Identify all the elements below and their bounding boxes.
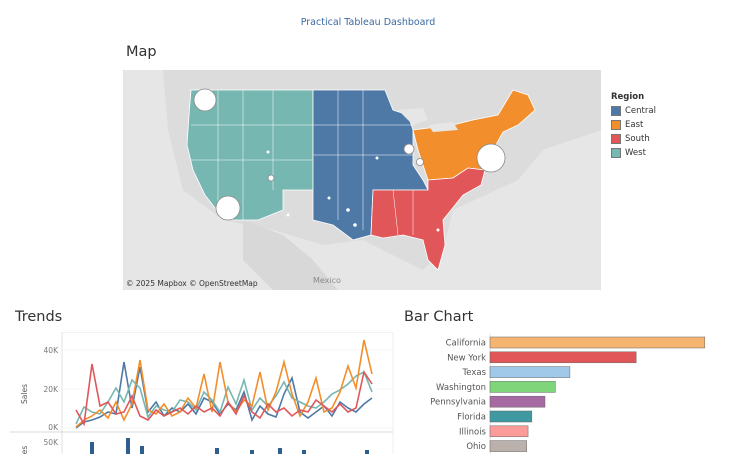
legend-title: Region	[611, 92, 645, 102]
legend-item-south[interactable]: South	[611, 134, 650, 144]
trends-title: Trends	[15, 309, 63, 325]
legend-swatch-central	[611, 106, 621, 116]
legend-label: South	[625, 134, 650, 144]
bar-chart[interactable]: California New York Texas Washington Pennsyl…	[402, 334, 736, 454]
legend-item-central[interactable]: Central	[611, 106, 656, 116]
mexico-label: Mexico	[313, 276, 341, 285]
city-bubble[interactable]	[193, 88, 217, 112]
us-map[interactable]: Mexico	[123, 70, 601, 290]
bar-category-label: New York	[447, 353, 486, 363]
trend-line-east[interactable]	[75, 339, 373, 428]
region-south[interactable]	[370, 167, 486, 271]
city-bubble[interactable]	[267, 174, 275, 182]
legend-swatch-west	[611, 148, 621, 158]
bar[interactable]	[489, 410, 533, 423]
bar-category-label: Texas	[462, 368, 487, 378]
bar-category-label: Ohio	[466, 442, 486, 452]
trends-chart[interactable]: 40K 20K 0K 50K Sales es	[10, 332, 395, 454]
bar[interactable]	[489, 336, 706, 349]
bar-category-label: California	[446, 339, 486, 349]
region-east[interactable]	[412, 89, 536, 181]
bar[interactable]	[489, 440, 527, 452]
bar-category-label: Washington	[436, 383, 486, 393]
legend-item-east[interactable]: East	[611, 120, 643, 130]
city-bubble[interactable]	[476, 143, 506, 173]
bar-chart-title: Bar Chart	[404, 309, 474, 325]
legend-swatch-south	[611, 134, 621, 144]
city-bubble[interactable]	[215, 195, 241, 221]
legend-item-west[interactable]: West	[611, 148, 646, 158]
lower-axis-label: es	[20, 446, 29, 454]
bar-category-label: Pennsylvania	[430, 398, 486, 408]
sales-axis-label: Sales	[20, 384, 29, 404]
legend-swatch-east	[611, 120, 621, 130]
city-bubble[interactable]	[403, 143, 415, 155]
city-bubble[interactable]	[416, 158, 424, 166]
map-attribution[interactable]: © 2025 Mapbox © OpenStreetMap	[126, 279, 258, 288]
bar[interactable]	[489, 381, 556, 393]
bar-category-label: Illinois	[459, 427, 487, 437]
legend-label: West	[625, 148, 646, 158]
map-view[interactable]: Mexico	[123, 70, 601, 290]
dashboard-title: Practical Tableau Dashboard	[300, 17, 436, 28]
bar-category-label: Florida	[457, 413, 486, 423]
bar[interactable]	[489, 425, 529, 438]
legend-label: East	[625, 120, 644, 130]
sales-tick: 0K	[48, 423, 59, 432]
legend-label: Central	[625, 106, 656, 116]
bar[interactable]	[489, 351, 637, 364]
map-title: Map	[126, 44, 157, 60]
sales-tick: 40K	[44, 346, 60, 355]
trend-line-south[interactable]	[75, 363, 373, 427]
bar[interactable]	[489, 395, 546, 408]
sales-tick: 20K	[44, 385, 60, 394]
sales-tick-lower: 50K	[44, 438, 60, 447]
bar[interactable]	[489, 366, 571, 378]
